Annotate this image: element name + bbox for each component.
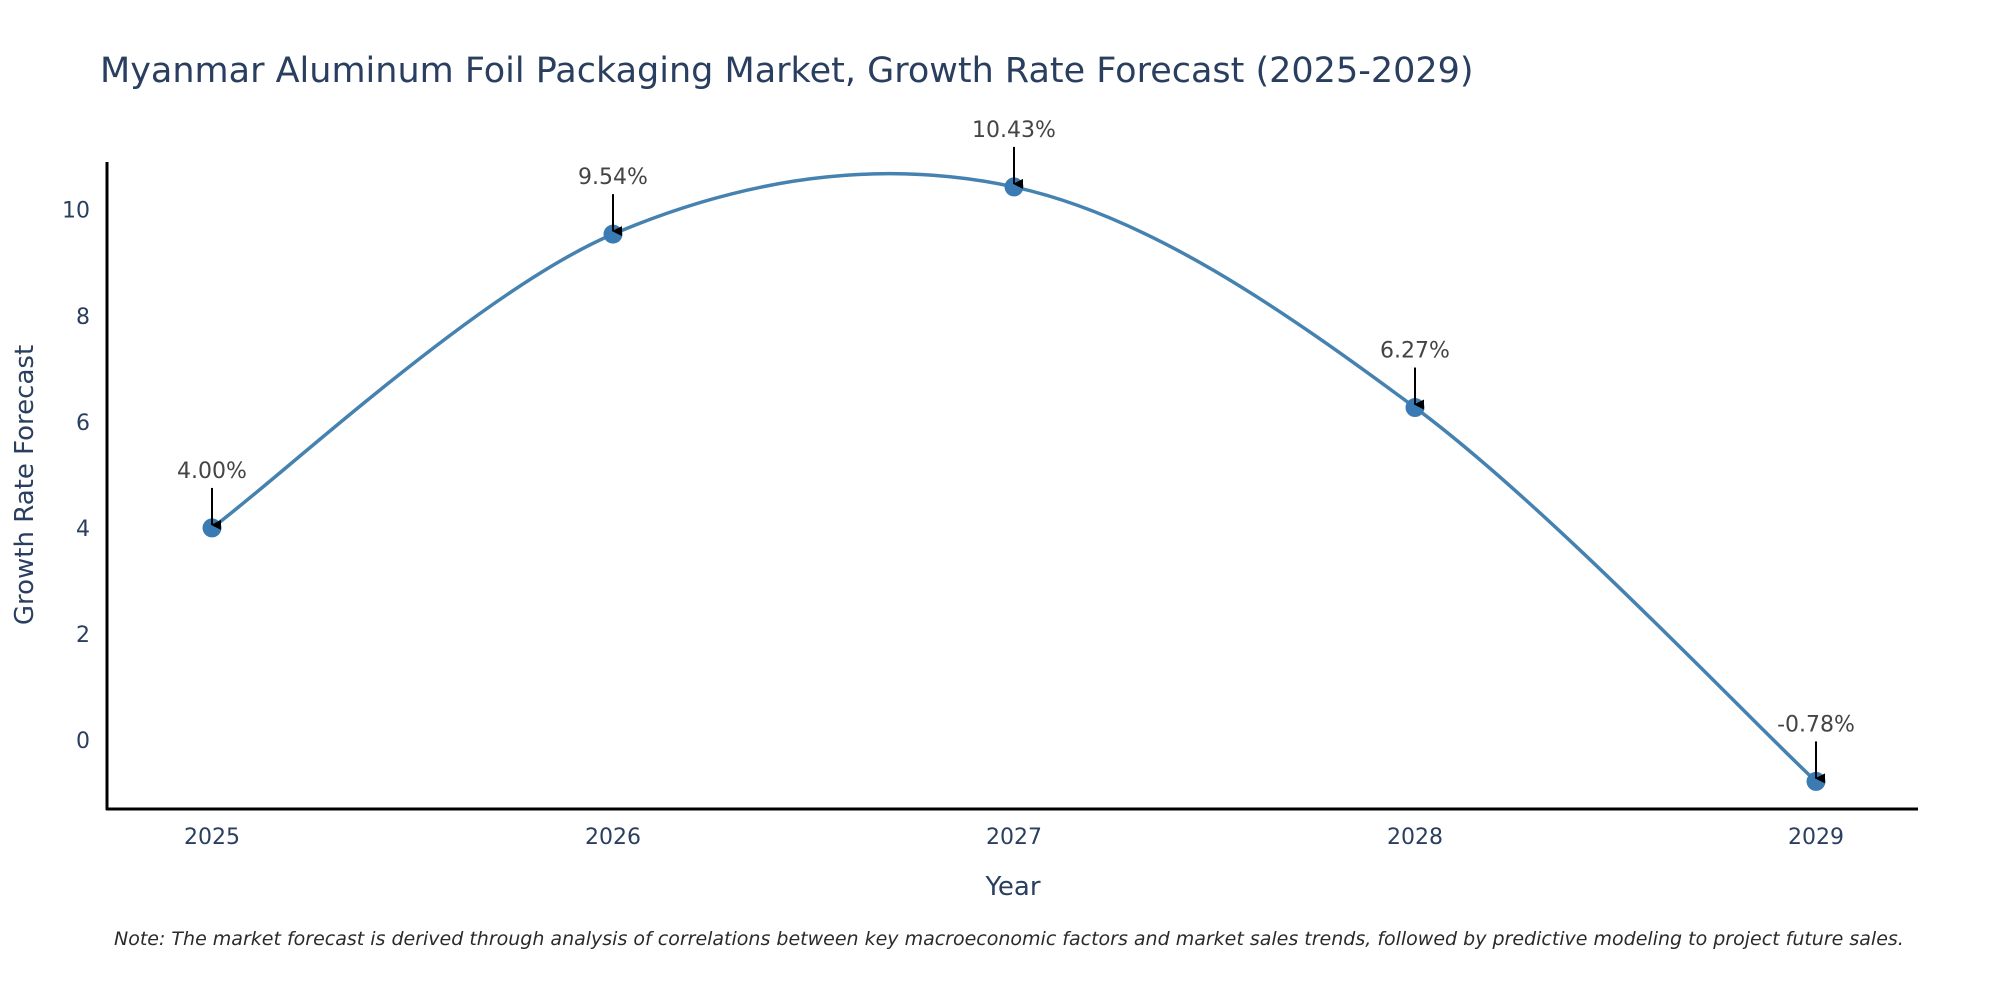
y-tick-label: 10 (62, 199, 90, 224)
x-tick-label: 2029 (1788, 825, 1844, 850)
data-label: -0.78% (1777, 712, 1855, 737)
footnote: Note: The market forecast is derived thr… (114, 928, 1904, 950)
x-tick-label: 2025 (184, 825, 240, 850)
x-tick-labels: 2025 2026 2027 2028 2029 (184, 825, 1844, 850)
data-label: 9.54% (578, 165, 648, 190)
y-tick-labels: 0 2 4 6 8 10 (62, 199, 90, 754)
y-tick-label: 0 (76, 729, 90, 754)
y-tick-label: 2 (76, 623, 90, 648)
x-tick-label: 2027 (986, 825, 1042, 850)
y-tick-label: 4 (76, 517, 90, 542)
series-line (210, 171, 1818, 783)
chart-title: Myanmar Aluminum Foil Packaging Market, … (100, 51, 1474, 91)
y-tick-label: 6 (76, 411, 90, 436)
data-label: 10.43% (972, 118, 1056, 143)
data-labels: 4.00% 9.54% 10.43% 6.27% -0.78% (177, 118, 1855, 784)
x-tick-label: 2028 (1387, 825, 1443, 850)
x-axis-title: Year (984, 872, 1040, 902)
y-axis-title: Growth Rate Forecast (10, 345, 40, 625)
data-points (202, 177, 1826, 791)
y-tick-label: 8 (76, 305, 90, 330)
x-tick-label: 2026 (585, 825, 641, 850)
data-label: 4.00% (177, 459, 247, 484)
data-label: 6.27% (1380, 339, 1450, 364)
